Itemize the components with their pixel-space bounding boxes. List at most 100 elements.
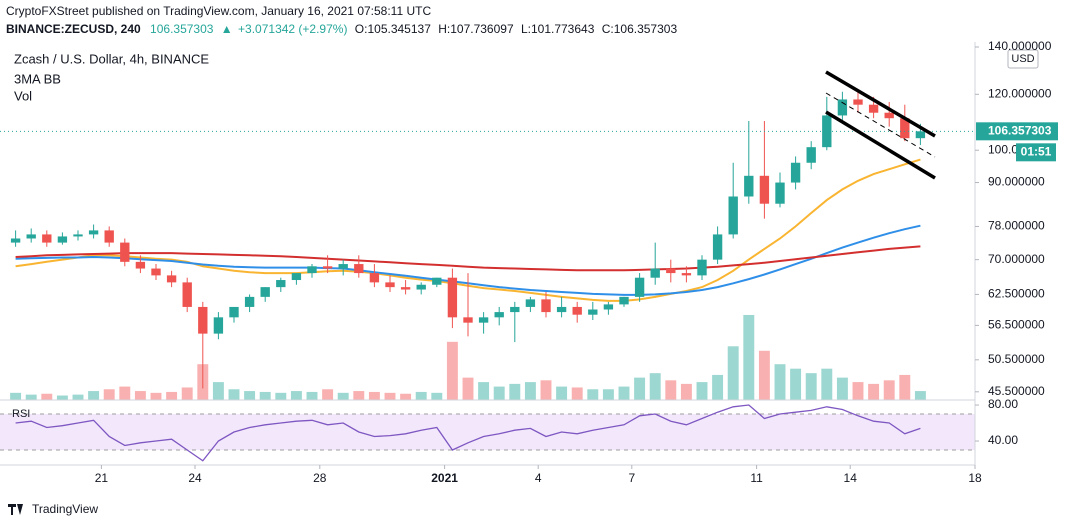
volume-bar xyxy=(259,391,271,400)
candle-body xyxy=(338,264,348,269)
volume-bar xyxy=(665,380,677,400)
volume-bar xyxy=(290,391,302,400)
candle-body xyxy=(868,104,879,113)
candle-body xyxy=(666,268,676,274)
candle-body xyxy=(104,230,114,243)
volume-bar xyxy=(712,374,724,400)
volume-bar xyxy=(805,373,817,400)
rsi-line xyxy=(15,404,921,462)
candle-body xyxy=(416,284,426,290)
y-tick-label: 78.000000 xyxy=(988,219,1045,233)
candle-body xyxy=(806,147,816,163)
y-tick-label: 45.500000 xyxy=(988,384,1045,398)
rsi-band xyxy=(0,414,975,451)
candle-body xyxy=(556,306,567,313)
volume-bar xyxy=(524,382,536,400)
volume-bar xyxy=(618,386,630,400)
candle-body xyxy=(291,273,302,281)
volume-bar xyxy=(103,389,115,400)
candle-body xyxy=(385,282,395,288)
candle-body xyxy=(120,242,130,262)
candle-body xyxy=(151,268,161,276)
rsi-tick-label: 80.00 xyxy=(988,397,1018,411)
candle-body xyxy=(260,287,270,297)
indicator-label: 3MA BB xyxy=(14,71,61,86)
volume-bar xyxy=(556,386,568,400)
y-tick-label: 90.000000 xyxy=(988,175,1045,189)
candle-body xyxy=(182,282,192,307)
candle-body xyxy=(697,259,707,276)
chart-title: Zcash / U.S. Dollar, 4h, BINANCE xyxy=(14,51,209,66)
volume-bar xyxy=(25,394,37,400)
volume-bar xyxy=(212,382,224,400)
volume-bar xyxy=(836,377,848,400)
candle-body xyxy=(681,273,692,276)
candle-body xyxy=(432,277,442,285)
volume-bar xyxy=(571,387,583,400)
candle-body xyxy=(650,268,660,278)
x-tick-label: 28 xyxy=(313,471,327,485)
volume-bar xyxy=(914,391,926,400)
volume-bar xyxy=(353,391,365,400)
y-tick-label: 56.500000 xyxy=(988,318,1045,332)
volume-bar xyxy=(540,380,552,400)
volume-bar xyxy=(883,380,895,400)
x-tick-label: 21 xyxy=(95,471,109,485)
candle-body xyxy=(915,131,926,139)
candle-body xyxy=(790,162,801,183)
candle-body xyxy=(463,317,473,323)
volume-bar xyxy=(899,374,911,400)
volume-bar xyxy=(244,391,256,400)
volume-bar xyxy=(337,392,349,400)
candle-body xyxy=(744,175,754,197)
x-tick-label: 7 xyxy=(628,471,635,485)
volume-bar xyxy=(446,341,458,400)
candle-body xyxy=(447,277,458,318)
moving-average xyxy=(15,245,921,272)
volume-bar xyxy=(587,389,599,400)
candle-body xyxy=(494,312,504,318)
candle-body xyxy=(588,309,598,315)
candle-body xyxy=(884,112,894,119)
candle-body xyxy=(307,266,317,274)
x-tick-label: 24 xyxy=(188,471,202,485)
countdown: 01:51 xyxy=(1021,144,1052,158)
volume-bar xyxy=(727,346,739,400)
candle-body xyxy=(229,306,239,318)
volume-bar xyxy=(493,386,505,400)
volume-bar xyxy=(680,383,692,400)
volume-bar xyxy=(478,382,490,400)
volume-bar xyxy=(275,392,287,400)
volume-bar xyxy=(10,392,22,400)
volume-bar xyxy=(758,350,770,400)
y-tick-label: 62.500000 xyxy=(988,287,1045,301)
volume-bar xyxy=(384,392,396,400)
candle-body xyxy=(759,175,770,204)
open: O:105.345137 xyxy=(355,22,431,36)
candle-body xyxy=(213,317,224,334)
countdown-box xyxy=(1016,143,1056,162)
candle-body xyxy=(198,306,208,334)
candle-body xyxy=(57,236,68,243)
volume-bar xyxy=(88,391,100,400)
volume-bar xyxy=(56,395,68,400)
channel-middle xyxy=(825,92,936,158)
y-tick-label: 70.000000 xyxy=(988,252,1045,266)
volume-bar xyxy=(774,364,786,400)
volume-bar xyxy=(649,373,661,400)
currency-box[interactable] xyxy=(1007,49,1039,69)
last-price-box xyxy=(976,122,1058,141)
candle-body xyxy=(712,234,723,260)
candle-body xyxy=(400,287,411,290)
candle-body xyxy=(619,296,629,305)
candle-body xyxy=(322,266,333,269)
x-tick-label: 11 xyxy=(750,471,763,485)
x-tick-label: 4 xyxy=(535,471,542,485)
volume-bar xyxy=(134,391,146,400)
volume-bar xyxy=(602,389,614,400)
volume-bar xyxy=(400,393,412,400)
candle-body xyxy=(603,304,614,310)
volume-bar xyxy=(821,368,833,400)
candle-body xyxy=(369,273,380,283)
candle-body xyxy=(42,234,52,243)
